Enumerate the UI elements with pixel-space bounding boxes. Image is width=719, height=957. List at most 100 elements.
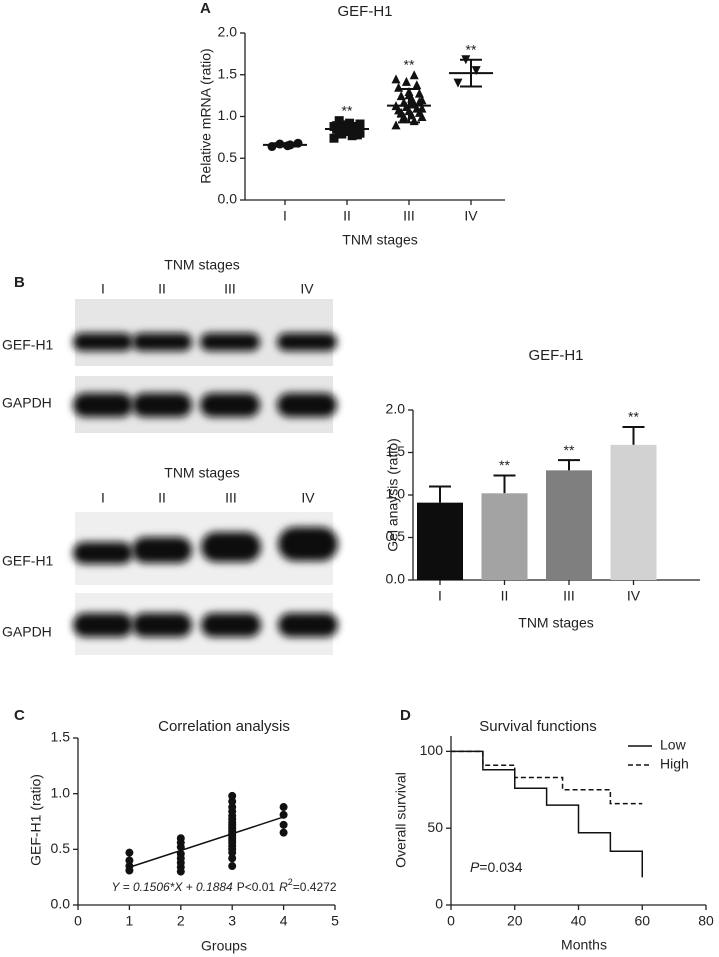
panel-letter: A [200,0,211,17]
x-tick-label: III [563,588,575,604]
error-bar [274,142,296,148]
data-point [125,848,134,857]
lane-label: II [158,281,166,297]
data-point [399,97,409,107]
error-bar [622,426,645,445]
blot-band [73,542,133,564]
y-tick-label: 2.0 [386,401,406,417]
blot-header: TNM stages [164,465,239,481]
p-text: =0.034 [479,859,522,875]
significance: ** [342,102,353,118]
lane-label: II [158,490,166,506]
blot-band [132,537,192,563]
chart-title: GEF-H1 [337,3,392,20]
error-bar [429,485,451,503]
blot-band [278,527,338,561]
data-point [279,810,288,819]
p-symbol: P [470,859,480,875]
data-point [228,797,237,806]
data-point [391,74,401,84]
r2-label: R [279,880,288,894]
lane-label: IV [300,281,314,297]
lane-label: III [224,281,236,297]
y-axis-label: Overall survival [393,772,409,868]
legend-label: High [660,756,689,772]
x-axis-label: Groups [201,938,247,954]
data-point [332,121,342,131]
y-tick-label: 1.5 [386,443,406,459]
x-tick-label: IV [464,208,478,224]
data-point [355,119,365,129]
x-tick-label: IV [627,588,641,604]
data-point [414,88,424,98]
blot-panel [75,299,333,366]
x-tick-label: 20 [507,913,523,929]
x-tick-label: 3 [228,913,236,929]
chart-title: GEF-H1 [528,347,583,364]
blot-band [73,333,133,351]
equation-text: Y = 0.1506*X + 0.1884 [112,880,234,894]
y-tick-label: 0.0 [51,896,71,912]
x-tick-label: 5 [331,913,339,929]
x-tick-label: II [343,208,351,224]
row-label: GEF-H1 [2,553,54,569]
data-point [396,91,406,101]
blot-band [73,613,133,637]
data-point [471,66,481,76]
x-tick-label: 2 [177,913,185,929]
significance: ** [564,442,575,458]
data-point [414,96,424,106]
blot-band [132,333,192,351]
data-point [176,834,185,843]
error-bar [460,58,482,88]
blot-band [277,333,337,351]
lane-label: I [101,490,105,506]
y-tick-label: 1.5 [51,729,71,745]
legend-label: Low [660,737,687,753]
data-point [228,791,237,800]
data-point [412,80,422,90]
significance: ** [499,457,510,473]
x-tick-label: 80 [698,913,714,929]
data-point [409,70,419,80]
y-axis-label: GEF-H1 (ratio) [28,774,44,866]
data-point [125,862,134,871]
bar [417,502,463,580]
blot-band [132,613,192,637]
x-tick-label: 0 [447,913,455,929]
blot-band [200,333,260,351]
x-tick-label: III [403,208,415,224]
bar [610,444,657,580]
x-tick-label: 1 [126,913,134,929]
data-point [228,862,237,871]
blot-band [132,393,192,417]
y-tick-label: 0.5 [386,528,406,544]
data-point [228,803,237,812]
blot-band [201,532,261,562]
chart-title: Survival functions [479,718,597,735]
x-tick-label: I [438,588,442,604]
x-tick-label: II [501,588,509,604]
data-point [401,76,411,86]
panel-letter: D [400,707,411,724]
blot-band [73,393,133,417]
significance: ** [466,41,477,57]
lane-label: IV [301,490,315,506]
survival-line [451,750,643,878]
y-tick-label: 0.0 [386,571,406,587]
data-point [279,803,288,812]
y-tick-label: 50 [427,819,443,835]
x-tick-label: 0 [74,913,82,929]
data-point [334,116,344,126]
x-tick-label: 4 [280,913,288,929]
bar [481,493,528,580]
r2-sup: 2 [288,877,293,887]
bar [546,470,592,580]
data-point [279,820,288,829]
x-tick-label: I [283,208,287,224]
error-bar [398,87,420,124]
blot-header: TNM stages [164,257,239,273]
y-tick-label: 1.5 [218,65,238,81]
lane-label: III [225,490,237,506]
